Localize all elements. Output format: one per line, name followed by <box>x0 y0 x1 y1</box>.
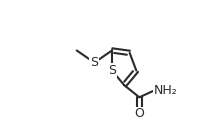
Text: S: S <box>108 64 116 77</box>
Text: O: O <box>134 107 144 120</box>
Text: NH₂: NH₂ <box>154 84 178 97</box>
Text: S: S <box>90 56 98 69</box>
